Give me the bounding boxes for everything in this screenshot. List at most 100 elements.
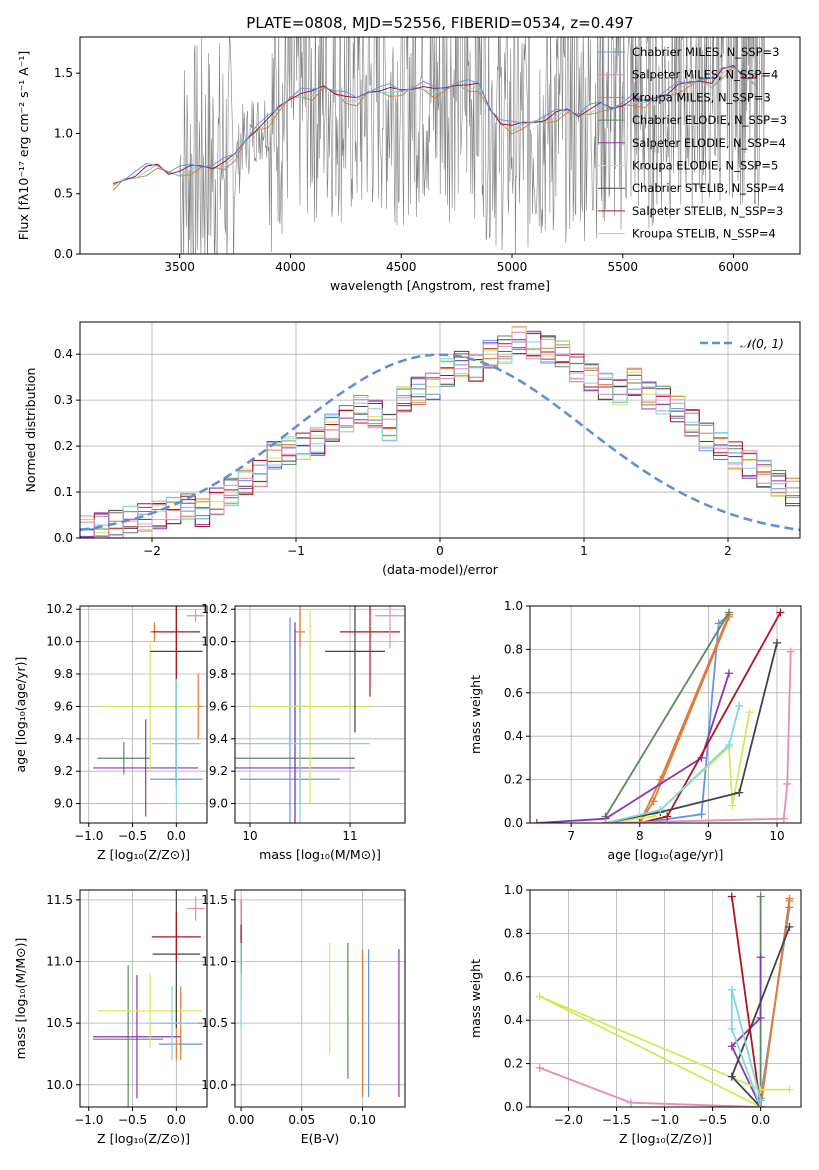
marker-plus bbox=[535, 1063, 544, 1072]
panel-7: −2.0 −1.5 −1.0 −0.5 0.0 0.0 0.2 0.4 0.6 0.8 1.0 Z [… bbox=[468, 883, 802, 1146]
panel-6: 0.00 0.05 0.10 10.0 10.5 11.0 11.5 E(B-V) bbox=[201, 889, 406, 1146]
legend-label: Salpeter MILES, N_SSP=4 bbox=[632, 68, 778, 82]
x-tick-label: −1 bbox=[287, 544, 305, 558]
x-tick-label: 0 bbox=[436, 544, 444, 558]
axes-frame bbox=[529, 605, 802, 824]
y-tick-label: 11.5 bbox=[201, 893, 228, 907]
marker-plus bbox=[727, 1072, 736, 1081]
y-tick-label: 0.4 bbox=[54, 347, 73, 361]
y-tick-label: 11.0 bbox=[201, 955, 228, 969]
x-tick-label: 8 bbox=[636, 829, 644, 843]
axes-frame bbox=[79, 321, 801, 539]
panel-2: −1.0 −0.5 0.0 9.0 9.2 9.4 9.6 9.8 10.0 10.2 Z [log… bbox=[13, 602, 208, 862]
y-tick-label: 10.0 bbox=[46, 635, 73, 649]
x-tick-label: 10 bbox=[769, 829, 784, 843]
x-tick-label: 9 bbox=[705, 829, 713, 843]
legend-label: Kroupa ELODIE, N_SSP=5 bbox=[632, 159, 778, 173]
weight-line bbox=[730, 989, 762, 1107]
y-tick-label: 9.4 bbox=[54, 732, 73, 746]
weight-line bbox=[605, 712, 751, 823]
axes-frame bbox=[79, 36, 801, 255]
histogram-step bbox=[80, 331, 800, 538]
panel-4: 7 8 9 10 0.0 0.2 0.4 0.6 0.8 1.0 age [log₁₀(age/yr… bbox=[468, 599, 802, 862]
y-tick-label: 11.0 bbox=[46, 955, 73, 969]
marker-plus bbox=[727, 985, 736, 994]
plot-area-6 bbox=[240, 899, 400, 1098]
plot-area-0 bbox=[112, 37, 765, 254]
x-axis-label: Z [log₁₀(Z/Z⊙)] bbox=[97, 847, 190, 862]
y-tick-label: 0.0 bbox=[54, 247, 73, 261]
x-tick-label: 6000 bbox=[718, 260, 749, 274]
y-tick-label: 10.0 bbox=[201, 1078, 228, 1092]
marker-plus bbox=[727, 892, 736, 901]
y-tick-label: 9.0 bbox=[54, 797, 73, 811]
x-axis-label: Z [log₁₀(Z/Z⊙)] bbox=[619, 1131, 712, 1146]
y-tick-label: 0.1 bbox=[54, 485, 73, 499]
x-axis-label: wavelength [Angstrom, rest frame] bbox=[330, 278, 550, 293]
legend-label: Kroupa MILES, N_SSP=3 bbox=[632, 90, 771, 104]
y-tick-label: 0.6 bbox=[504, 970, 523, 984]
marker-plus bbox=[635, 819, 644, 823]
x-tick-label: −1.0 bbox=[74, 829, 103, 843]
x-tick-label: 0.05 bbox=[288, 1113, 315, 1127]
y-tick-label: 10.2 bbox=[201, 602, 228, 616]
x-tick-label: 10 bbox=[242, 829, 257, 843]
x-tick-label: −2.0 bbox=[554, 1113, 583, 1127]
y-tick-label: 9.6 bbox=[54, 699, 73, 713]
y-tick-label: 10.0 bbox=[201, 635, 228, 649]
y-tick-label: 9.4 bbox=[209, 732, 228, 746]
axes-frame bbox=[79, 889, 208, 1108]
x-tick-label: −1.0 bbox=[650, 1113, 679, 1127]
marker-plus bbox=[785, 896, 794, 905]
y-tick-label: 0.0 bbox=[54, 531, 73, 545]
x-tick-label: 11 bbox=[342, 829, 357, 843]
marker-plus bbox=[786, 647, 795, 656]
plot-area-3 bbox=[235, 606, 405, 823]
x-axis-label: mass [log₁₀(M/M⊙)] bbox=[259, 847, 381, 862]
x-tick-label: 3500 bbox=[164, 260, 195, 274]
axes-frame bbox=[79, 605, 208, 824]
x-axis-label: Z [log₁₀(Z/Z⊙)] bbox=[97, 1131, 190, 1146]
marker-plus bbox=[714, 619, 723, 628]
weight-line bbox=[539, 1067, 761, 1107]
y-tick-label: 10.5 bbox=[201, 1016, 228, 1030]
axes-frame bbox=[529, 889, 802, 1108]
marker-plus bbox=[535, 992, 544, 1001]
marker-plus bbox=[724, 669, 733, 678]
marker-plus bbox=[785, 1085, 794, 1094]
plot-area-4 bbox=[532, 608, 795, 823]
x-tick-label: 5000 bbox=[497, 260, 528, 274]
y-tick-label: 11.5 bbox=[46, 893, 73, 907]
weight-line bbox=[539, 995, 790, 1107]
y-tick-label: 1.5 bbox=[54, 66, 73, 80]
y-tick-label: 0.8 bbox=[504, 642, 523, 656]
y-tick-label: 0.6 bbox=[504, 686, 523, 700]
weight-line bbox=[730, 957, 762, 1107]
model-line bbox=[112, 66, 757, 191]
panel-5: −1.0 −0.5 0.0 10.0 10.5 11.0 11.5 Z [log₁₀(Z/Z⊙… bbox=[13, 889, 208, 1146]
y-tick-label: 10.0 bbox=[46, 1078, 73, 1092]
y-tick-label: 0.5 bbox=[54, 187, 73, 201]
y-axis-label: mass [log₁₀(M/M⊙)] bbox=[13, 938, 28, 1060]
x-axis-label: E(B-V) bbox=[301, 1131, 340, 1146]
x-tick-label: 5500 bbox=[607, 260, 638, 274]
marker-plus bbox=[727, 1042, 736, 1051]
marker-plus bbox=[756, 892, 765, 901]
y-axis-label: Flux [fλ10⁻¹⁷ erg cm⁻² s⁻¹ A⁻¹] bbox=[16, 51, 31, 240]
x-tick-label: 2 bbox=[724, 544, 732, 558]
y-axis-label: Normed distribution bbox=[23, 368, 38, 493]
y-tick-label: 0.0 bbox=[504, 816, 523, 830]
y-tick-label: 1.0 bbox=[504, 599, 523, 613]
panel-3: 10 11 9.0 9.2 9.4 9.6 9.8 10.0 10.2 mass [log₁₀(M… bbox=[201, 602, 406, 862]
marker-plus bbox=[626, 1098, 635, 1107]
marker-plus bbox=[756, 1103, 765, 1107]
weight-line bbox=[605, 651, 792, 823]
x-tick-label: −0.5 bbox=[118, 1113, 147, 1127]
model-line bbox=[113, 66, 756, 185]
legend-label: Kroupa STELIB, N_SSP=4 bbox=[632, 227, 776, 241]
marker-plus bbox=[728, 801, 737, 810]
x-tick-label: 4500 bbox=[386, 260, 417, 274]
legend: Chabrier MILES, N_SSP=3 Salpeter MILES, N… bbox=[598, 45, 787, 241]
gaussian-curve bbox=[80, 353, 800, 532]
y-tick-label: 9.2 bbox=[54, 764, 73, 778]
